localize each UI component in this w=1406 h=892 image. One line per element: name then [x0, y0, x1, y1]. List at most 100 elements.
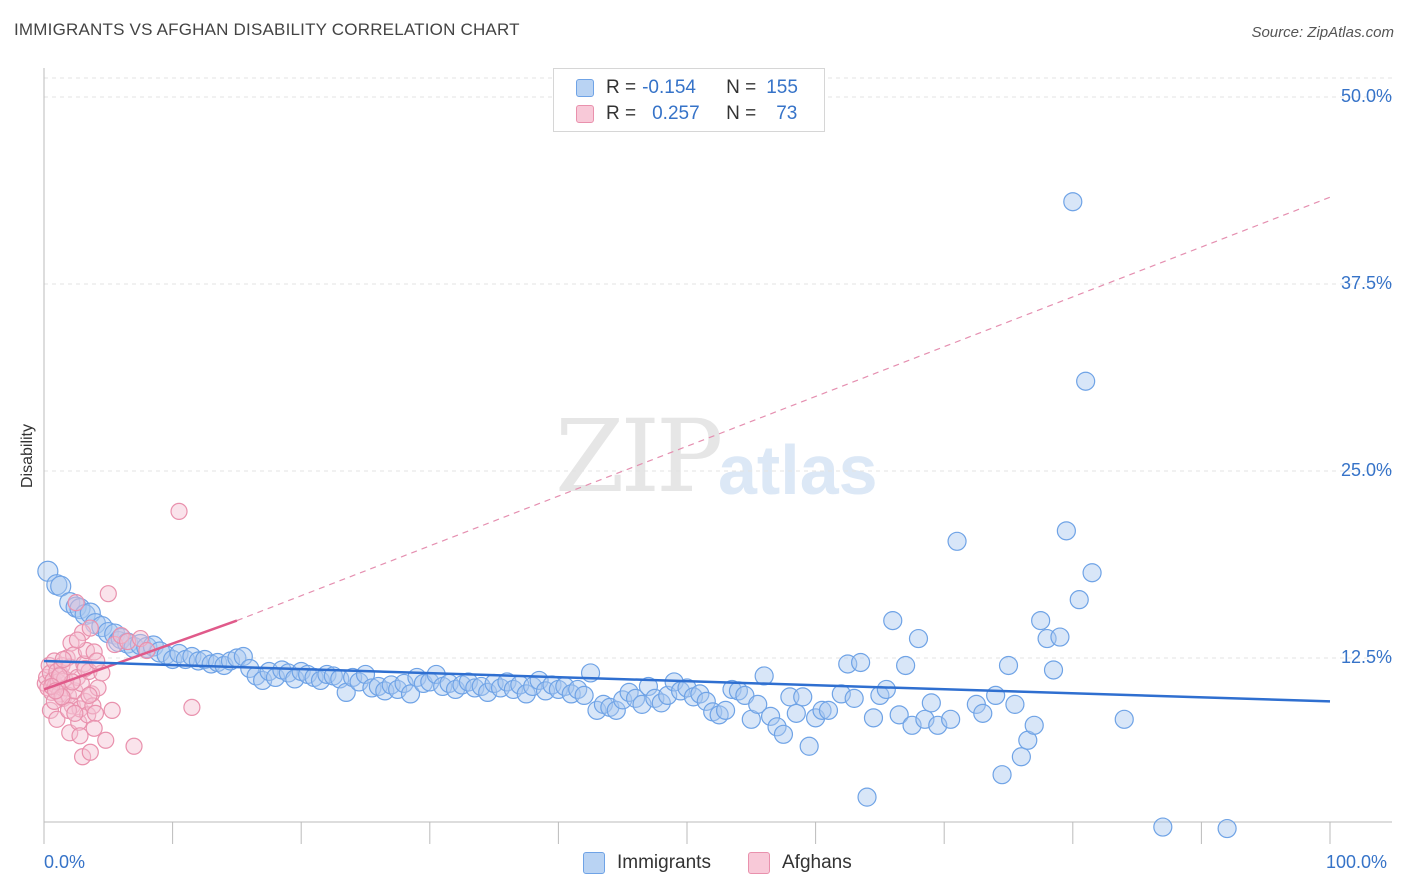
immigrants-point — [760, 706, 781, 726]
legend-swatch-afghans — [576, 105, 594, 123]
afghans-label: Afghans — [782, 852, 852, 873]
immigrants-point — [799, 736, 819, 756]
y-tick-label: 50.0% — [1340, 86, 1392, 106]
legend-row-afghans: R = 0.257 N = 73 — [576, 101, 797, 127]
immigrants-point — [992, 765, 1012, 785]
trend-lines — [43, 196, 1331, 703]
immigrants-point — [1056, 521, 1076, 541]
immigrants-point — [851, 652, 871, 673]
immigrants-point — [696, 691, 716, 711]
afghans-point — [183, 698, 201, 716]
immigrants-point — [1153, 817, 1173, 837]
afghans-point — [88, 652, 106, 670]
immigrants-point — [1050, 627, 1070, 647]
chart-title: IMMIGRANTS VS AFGHAN DISABILITY CORRELAT… — [14, 20, 520, 39]
afghans-point — [112, 626, 130, 645]
legend-r-value: 0.257 — [652, 103, 700, 124]
immigrants-point — [1114, 709, 1134, 729]
afghans-point — [106, 635, 124, 654]
immigrants-point — [921, 693, 941, 713]
immigrants-point — [986, 685, 1006, 706]
immigrants-point — [1069, 590, 1089, 610]
axes — [43, 68, 1392, 844]
afghans-swatch — [748, 852, 770, 874]
immigrants-label: Immigrants — [617, 852, 711, 873]
immigrants-swatch — [583, 852, 605, 874]
immigrants-point — [651, 693, 671, 713]
immigrants-point — [748, 694, 768, 714]
afghans-points — [36, 502, 201, 766]
immigrants-point — [136, 636, 158, 659]
legend-r-value: -0.154 — [642, 77, 696, 98]
afghans-point — [86, 704, 105, 722]
immigrants-point — [889, 705, 909, 725]
afghans-point — [97, 731, 115, 749]
immigrants-point — [516, 684, 536, 704]
immigrants-point — [606, 700, 626, 720]
immigrants-point — [1031, 610, 1051, 631]
immigrants-point — [1063, 192, 1083, 212]
immigrants-point — [638, 676, 659, 697]
immigrants-point — [50, 575, 72, 597]
afghans-point — [80, 686, 98, 705]
watermark-atlas: atlas — [718, 431, 878, 509]
afghans-point — [118, 632, 137, 651]
afghans-point — [48, 710, 66, 728]
immigrants-point — [1082, 563, 1102, 583]
y-tick-label: 37.5% — [1340, 273, 1392, 293]
immigrants-points — [37, 192, 1237, 839]
gridlines — [44, 77, 1392, 659]
series-legend-immigrants[interactable]: Immigrants — [583, 852, 711, 874]
afghans-point — [67, 594, 85, 612]
immigrants-point — [857, 787, 877, 807]
source-label: Source: ZipAtlas.com — [1251, 24, 1394, 41]
legend-n-value: 73 — [776, 103, 798, 124]
afghans-point — [103, 701, 121, 719]
immigrants-point — [998, 655, 1019, 676]
afghans-point — [125, 737, 143, 755]
immigrants-trend-line — [43, 659, 1331, 703]
series-legend: Immigrants Afghans — [0, 852, 1406, 878]
legend-r-key: R = — [606, 77, 637, 98]
legend-n-value: 155 — [766, 77, 798, 98]
legend-n-key: N = — [726, 77, 757, 98]
immigrants-point — [715, 700, 736, 720]
x-tick-label-max: 100.0% — [1326, 852, 1388, 872]
immigrants-point — [79, 602, 101, 624]
x-tick-label-min: 0.0% — [44, 852, 86, 872]
legend-r-key: R = — [606, 103, 637, 124]
immigrants-point — [947, 531, 967, 551]
immigrants-point — [876, 679, 896, 700]
legend-n-key: N = — [726, 103, 757, 124]
immigrants-point — [1043, 660, 1064, 680]
afghans-trend-extension — [236, 196, 1331, 622]
legend-row-immigrants: R = -0.154 N = 155 — [576, 75, 798, 101]
immigrants-point — [400, 684, 421, 704]
immigrants-point — [863, 708, 884, 728]
afghans-point — [81, 619, 99, 637]
immigrants-point — [883, 610, 903, 631]
immigrants-point — [793, 687, 813, 707]
immigrants-point — [773, 724, 794, 744]
immigrants-point — [812, 700, 832, 720]
afghans-point — [81, 743, 99, 761]
afghans-point — [41, 701, 60, 719]
afghans-trend-line — [43, 619, 238, 691]
afghans-point — [53, 688, 71, 706]
afghans-point — [66, 704, 84, 722]
immigrants-point — [1011, 747, 1031, 767]
afghans-point — [54, 650, 72, 669]
series-legend-afghans[interactable]: Afghans — [748, 852, 852, 874]
watermark-zip: ZIP — [555, 398, 723, 515]
immigrants-point — [973, 703, 993, 723]
afghans-point — [85, 719, 103, 737]
immigrants-point — [574, 685, 594, 706]
y-tick-label: 12.5% — [1340, 647, 1392, 667]
immigrants-point — [818, 700, 839, 720]
immigrants-point — [1217, 818, 1237, 839]
y-tick-label: 25.0% — [1340, 460, 1392, 480]
correlation-legend: R = -0.154 N = 155 R = 0.257 N = 73 — [553, 68, 825, 132]
immigrants-point — [233, 646, 253, 667]
immigrants-point — [844, 688, 864, 708]
